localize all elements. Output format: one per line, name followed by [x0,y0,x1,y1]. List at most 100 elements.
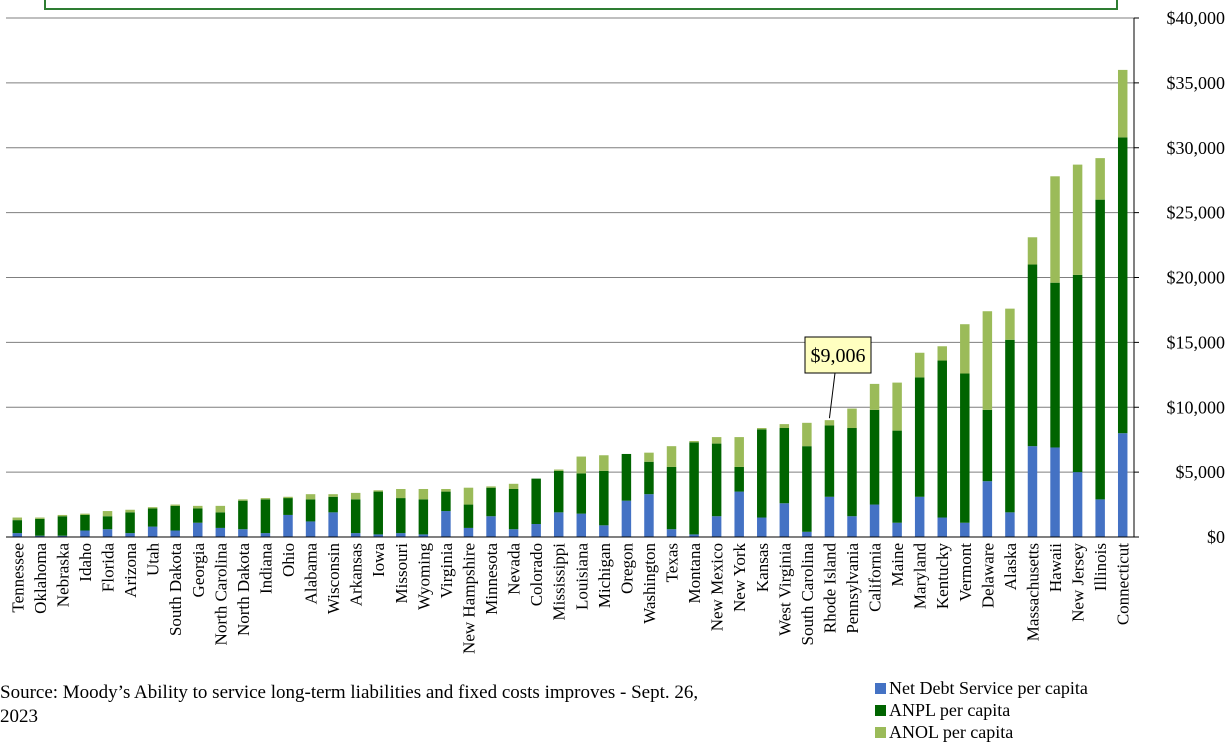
bar-net-debt [35,535,45,537]
bar-anpl [599,470,609,526]
bar-anol [1072,164,1083,275]
x-tick-label: South Dakota [166,543,185,636]
x-tick-label: Minnesota [482,543,501,615]
bar-net-debt [757,517,767,537]
bar-anpl [531,478,541,525]
x-tick-label: Michigan [595,543,614,609]
y-tick-label: $40,000 [1167,8,1226,28]
x-tick-label: California [866,543,885,612]
bar-anol [396,488,406,499]
bar-anpl [1095,199,1105,500]
x-tick-label: Rhode Island [820,543,839,634]
bar-anpl [937,360,947,518]
bar-anol [125,509,135,513]
bar-anol [305,494,316,500]
bar-net-debt [1072,472,1083,537]
bar-anpl [1027,264,1038,447]
bar-anpl [35,518,45,536]
legend-label-anpl: ANPL per capita [889,700,1011,720]
bar-anol [193,505,203,509]
x-tick-label: Massachusetts [1023,543,1042,641]
bar-anol [12,517,23,521]
bar-net-debt [125,533,135,537]
bar-anol [689,440,699,443]
bar-anol [80,513,90,515]
bar-anol [734,437,744,467]
bar-net-debt [982,481,993,537]
bar-anol [757,428,767,430]
x-tick-label: Arkansas [347,543,366,606]
x-tick-label: Virginia [437,543,456,599]
y-tick-label: $0 [1207,527,1225,547]
bar-anol [576,456,587,474]
bar-anol [869,383,880,410]
bar-net-debt [328,512,338,537]
bar-net-debt [238,529,248,537]
bar-anpl [734,466,744,492]
bar-net-debt [373,534,383,537]
bar-anol [802,422,812,447]
x-tick-label: Ohio [279,543,298,577]
legend: Net Debt Service per capita ANPL per cap… [875,677,1088,743]
bar-anol [486,486,496,488]
bar-net-debt [960,522,970,537]
y-tick-label: $5,000 [1176,462,1226,482]
bar-anol [599,455,609,471]
bar-anol [418,488,429,500]
bar-anpl [80,514,90,531]
bar-net-debt [396,533,406,537]
bar-net-debt [914,496,925,537]
bar-net-debt [193,522,203,537]
x-tick-label: South Carolina [798,543,817,646]
bar-anol [553,469,564,471]
bar-anpl [689,442,699,535]
y-tick-label: $15,000 [1167,332,1226,352]
bar-anpl [892,430,902,523]
bar-net-debt [1027,446,1038,537]
x-tick-label: Oklahoma [31,543,50,614]
bar-anpl [350,499,361,534]
bar-anol [982,311,993,410]
bar-net-debt [441,511,451,537]
x-tick-label: Wyoming [414,543,433,610]
bar-net-debt [644,494,654,537]
x-tick-label: Connecticut [1114,543,1133,625]
bar-anpl [12,520,23,534]
x-tick-label: New Jersey [1069,543,1088,622]
bar-net-debt [599,525,609,537]
x-tick-label: Hawaii [1046,543,1065,592]
bar-anpl [666,466,677,530]
x-tick-label: Kansas [753,543,772,592]
bar-anol [283,496,293,499]
x-tick-label: Georgia [189,543,208,598]
bar-anpl [960,373,970,523]
bar-anpl [847,428,857,517]
bar-anol [1095,158,1105,200]
bar-net-debt [779,503,790,537]
bar-anpl [305,499,316,522]
bar-anol [238,499,248,501]
bar-anpl [147,508,158,527]
bar-net-debt [486,516,496,537]
source-note: Source: Moody’s Ability to service long-… [0,682,699,727]
bar-anpl [914,377,925,497]
x-tick-label: Maryland [911,543,930,610]
bar-anpl [238,500,248,530]
legend-label-net-debt: Net Debt Service per capita [889,678,1088,698]
bar-net-debt [463,527,474,537]
x-tick-label: Oregon [617,543,636,594]
x-tick-label: Nebraska [53,543,72,608]
bar-anpl [486,487,496,517]
bar-net-debt [260,533,271,537]
bar-anol [260,498,271,500]
bar-anol [892,382,902,431]
legend-item-anpl: ANPL per capita [875,699,1088,721]
bar-net-debt [102,529,113,537]
bar-anpl [102,516,113,530]
bar-net-debt [824,496,835,537]
bar-net-debt [1117,433,1128,537]
bar-anol [170,504,180,506]
bar-net-debt [666,529,677,537]
x-tick-label: New York [730,543,749,612]
x-tick-label: Missouri [392,543,411,604]
